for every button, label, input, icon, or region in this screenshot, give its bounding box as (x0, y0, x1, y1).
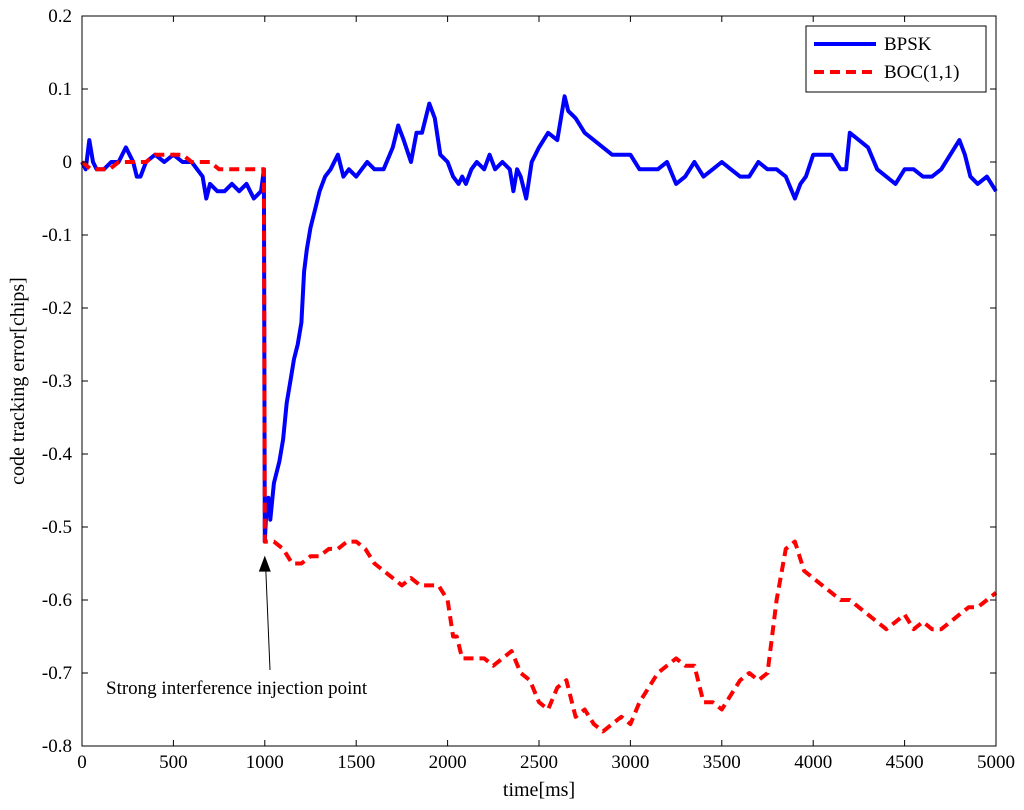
series-line-bpsk (80, 94, 998, 544)
x-tick-label: 5000 (977, 752, 1015, 773)
y-tick-label: 0.2 (48, 6, 72, 27)
x-tick-label: 2000 (429, 752, 467, 773)
x-tick-label: 4000 (794, 752, 832, 773)
x-tick-label: 3000 (611, 752, 649, 773)
legend-label-boc: BOC(1,1) (884, 62, 959, 83)
legend-box (805, 25, 987, 93)
y-tick-label: -0.5 (42, 517, 72, 538)
x-tick-label: 3500 (703, 752, 741, 773)
y-tick-label: 0 (63, 152, 73, 173)
y-tick-label: 0.1 (48, 79, 72, 100)
x-tick-label: 4500 (886, 752, 924, 773)
y-axis-label: code tracking error[chips] (7, 277, 29, 485)
plot-frame (81, 15, 997, 747)
y-tick-label: -0.6 (42, 590, 72, 611)
series-line-boc (80, 152, 998, 734)
legend-label-bpsk: BPSK (884, 34, 932, 55)
x-tick-label: 0 (77, 752, 87, 773)
y-tick-label: -0.7 (42, 663, 72, 684)
ticks-layer: 0 500 1000 1500 2000 2500 3000 3500 4000 4500 5000… (42, 6, 1015, 773)
x-tick-label: 500 (159, 752, 188, 773)
y-tick-label: -0.8 (42, 736, 72, 757)
annotation-arrow-line (265, 569, 271, 671)
annotation: Strong interference injection point (106, 555, 368, 699)
y-tick-label: -0.4 (42, 444, 73, 465)
legend: BPSK BOC(1,1) (805, 25, 987, 93)
y-tick-label: -0.1 (42, 225, 72, 246)
series-layer (80, 94, 998, 734)
annotation-arrow-head (258, 555, 271, 572)
y-tick-label: -0.3 (42, 371, 72, 392)
x-tick-label: 1000 (246, 752, 284, 773)
x-tick-label: 2500 (520, 752, 558, 773)
annotation-label: Strong interference injection point (106, 678, 368, 699)
x-tick-label: 1500 (337, 752, 375, 773)
x-axis-label: time[ms] (503, 779, 575, 801)
y-tick-label: -0.2 (42, 298, 72, 319)
